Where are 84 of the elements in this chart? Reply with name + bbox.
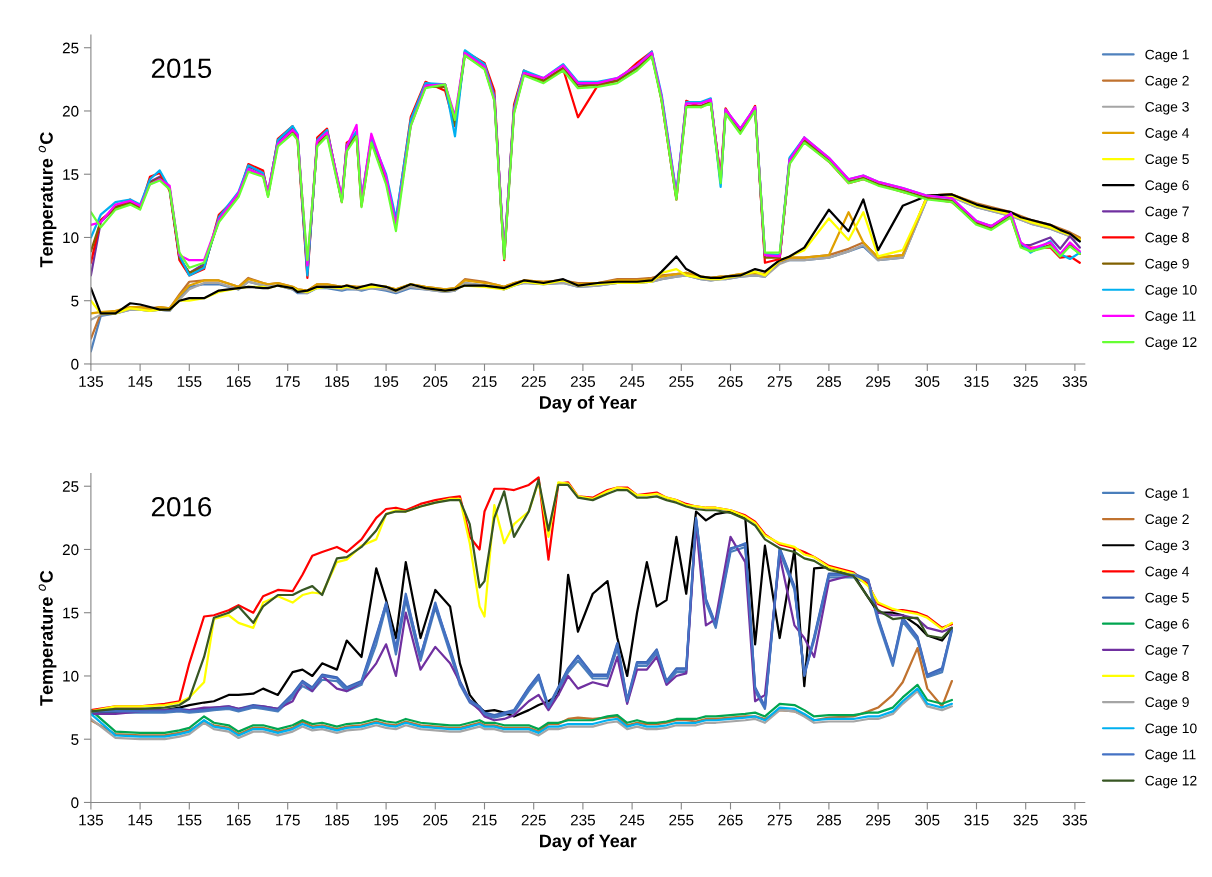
x-tick-label: 225 <box>521 376 546 387</box>
y-tick-label: 20 <box>62 544 79 556</box>
annotation: 2016 <box>151 496 212 517</box>
x-tick-label: 325 <box>1013 376 1038 387</box>
x-axis-title: Day of Year <box>540 834 637 851</box>
x-tick-label: 185 <box>325 814 350 826</box>
x-tick-label: 175 <box>276 376 300 387</box>
x-tick-label: 265 <box>718 814 743 826</box>
x-axis-title: Day of Year <box>540 395 637 413</box>
legend-label: Cage 4 <box>1145 566 1190 580</box>
y-tick-label: 15 <box>63 169 79 180</box>
y-tick-label: 5 <box>71 295 79 307</box>
y-tick-label: 25 <box>62 481 79 492</box>
legend-label: Cage 9 <box>1145 258 1189 272</box>
x-tick-label: 335 <box>1062 814 1088 826</box>
x-tick-label: 145 <box>128 376 153 387</box>
y-tick-label: 20 <box>62 105 79 117</box>
legend-label: Cage 11 <box>1145 311 1196 324</box>
legend-label: Cage 6 <box>1145 180 1189 193</box>
y-tick-label: 25 <box>62 42 79 54</box>
legend-label: Cage 10 <box>1145 284 1197 298</box>
legend-label: Cage 7 <box>1145 206 1189 220</box>
x-tick-label: 245 <box>620 814 645 826</box>
x-tick-label: 255 <box>669 814 694 826</box>
legend-label: Cage 2 <box>1145 75 1189 89</box>
legend-label: Cage 6 <box>1145 618 1189 632</box>
x-tick-label: 155 <box>177 376 202 387</box>
x-tick-label: 175 <box>276 814 300 826</box>
x-tick-label: 145 <box>128 814 153 826</box>
legend-label: Cage 10 <box>1145 723 1197 736</box>
x-tick-label: 205 <box>423 376 448 387</box>
x-tick-label: 315 <box>964 376 989 387</box>
x-tick-label: 295 <box>866 814 891 826</box>
legend-label: Cage 7 <box>1145 644 1189 658</box>
x-tick-label: 235 <box>570 814 596 826</box>
x-tick-label: 235 <box>570 376 596 387</box>
legend-label: Cage 8 <box>1145 671 1189 684</box>
y-tick-label: 5 <box>71 734 79 745</box>
legend-label: Cage 1 <box>1145 488 1189 501</box>
x-tick-label: 205 <box>423 814 448 826</box>
legend-label: Cage 3 <box>1145 101 1189 115</box>
x-tick-label: 195 <box>374 814 399 826</box>
y-tick-label: 15 <box>63 607 79 619</box>
x-tick-label: 165 <box>226 376 251 387</box>
y-tick-label: 10 <box>63 232 79 244</box>
legend-label: Cage 1 <box>1145 49 1189 63</box>
legend-label: Cage 4 <box>1145 128 1190 141</box>
legend-label: Cage 12 <box>1145 775 1197 789</box>
x-tick-label: 335 <box>1062 376 1088 387</box>
annotation: 2015 <box>151 58 212 79</box>
x-tick-label: 155 <box>177 814 202 826</box>
x-tick-label: 305 <box>915 814 940 826</box>
x-tick-label: 185 <box>325 376 350 387</box>
x-tick-label: 135 <box>79 376 104 387</box>
y-tick-label: 0 <box>71 797 79 809</box>
y-axis-title: Temperature $^{o}$C <box>38 132 57 268</box>
legend-label: Cage 5 <box>1145 592 1189 606</box>
x-tick-label: 315 <box>964 814 989 826</box>
x-tick-label: 225 <box>521 814 546 826</box>
legend-label: Cage 12 <box>1145 337 1197 350</box>
x-tick-label: 275 <box>767 376 792 387</box>
x-tick-label: 195 <box>374 376 399 387</box>
x-tick-label: 245 <box>620 376 645 387</box>
x-tick-label: 305 <box>915 376 940 387</box>
x-tick-label: 295 <box>866 376 891 387</box>
x-tick-label: 215 <box>472 814 497 826</box>
x-tick-label: 165 <box>226 814 251 826</box>
legend-label: Cage 5 <box>1145 154 1189 167</box>
x-tick-label: 255 <box>669 376 694 387</box>
legend-label: Cage 2 <box>1145 514 1189 527</box>
x-tick-label: 285 <box>816 814 842 826</box>
x-tick-label: 265 <box>718 376 743 387</box>
y-tick-label: 10 <box>63 670 79 682</box>
x-tick-label: 285 <box>816 376 842 387</box>
legend-label: Cage 3 <box>1145 540 1189 553</box>
x-tick-label: 275 <box>767 814 792 826</box>
legend-label: Cage 9 <box>1145 697 1189 710</box>
legend-label: Cage 11 <box>1145 749 1196 763</box>
y-axis-title: Temperature $^{o}$C <box>38 570 57 706</box>
x-tick-label: 135 <box>79 814 104 826</box>
legend-label: Cage 8 <box>1145 232 1189 246</box>
x-tick-label: 215 <box>472 376 497 387</box>
x-tick-label: 325 <box>1013 814 1038 826</box>
y-tick-label: 0 <box>71 358 79 370</box>
